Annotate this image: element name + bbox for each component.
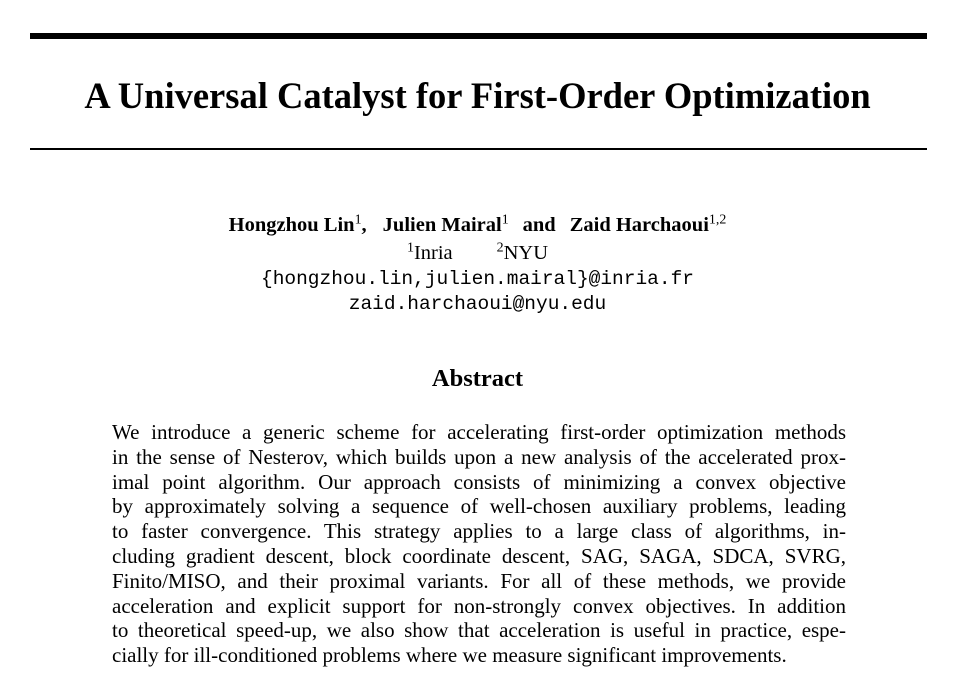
affiliation-2: 2NYU [496,240,549,264]
abstract-heading: Abstract [431,365,524,392]
title-top-rule [30,33,927,39]
affiliation-name: Inria [413,242,453,264]
affiliation-1: 1Inria [406,240,453,264]
author-3: Zaid Harchaoui1,2 [569,212,727,236]
email-nyu: zaid.harchaoui@nyu.edu [348,293,607,315]
author-name: Zaid Harchaoui [569,214,709,236]
abstract-line: Finito/MISO, and their proximal variants… [112,568,846,593]
author-name: Julien Mairal [382,214,502,236]
affiliation-list: 1Inria 2NYU [0,240,955,266]
abstract-line: We introduce a generic scheme for accele… [112,420,846,444]
abstract-line: to theoretical speed-up, we also show th… [112,618,846,643]
title-bottom-rule [30,148,927,150]
email-inria: {hongzhou.lin,julien.mairal}@inria.fr [261,268,694,290]
author-and: and [522,214,556,236]
author-affiliation-sup: 1,2 [708,212,727,228]
abstract-body: We introduce a generic scheme for accele… [112,420,846,668]
affiliation-sup: 1 [406,240,414,256]
abstract-line: in the sense of Nesterov, which builds u… [112,444,846,469]
author-1: Hongzhou Lin1, [228,212,367,236]
author-separator: , [361,214,367,236]
author-name: Hongzhou Lin [228,214,355,236]
affiliation-name: NYU [503,242,549,264]
abstract-line: by approximately solving a sequence of w… [112,494,846,519]
author-affiliation-sup: 1 [501,212,509,228]
author-affiliation-sup: 1 [354,212,362,228]
paper-title: A Universal Catalyst for First-Order Opt… [84,75,871,116]
abstract-line: cluding gradient descent, block coordina… [112,543,846,568]
author-list: Hongzhou Lin1, Julien Mairal1 and Zaid Harc… [0,211,955,239]
affiliation-sup: 2 [496,240,504,256]
abstract-line: cially for ill-conditioned problems wher… [112,643,787,668]
author-2: Julien Mairal1 [382,212,509,236]
abstract-line: acceleration and explicit support for no… [112,593,846,618]
abstract-line: to faster convergence. This strategy app… [112,519,846,544]
abstract-line: imal point algorithm. Our approach consi… [112,469,846,494]
